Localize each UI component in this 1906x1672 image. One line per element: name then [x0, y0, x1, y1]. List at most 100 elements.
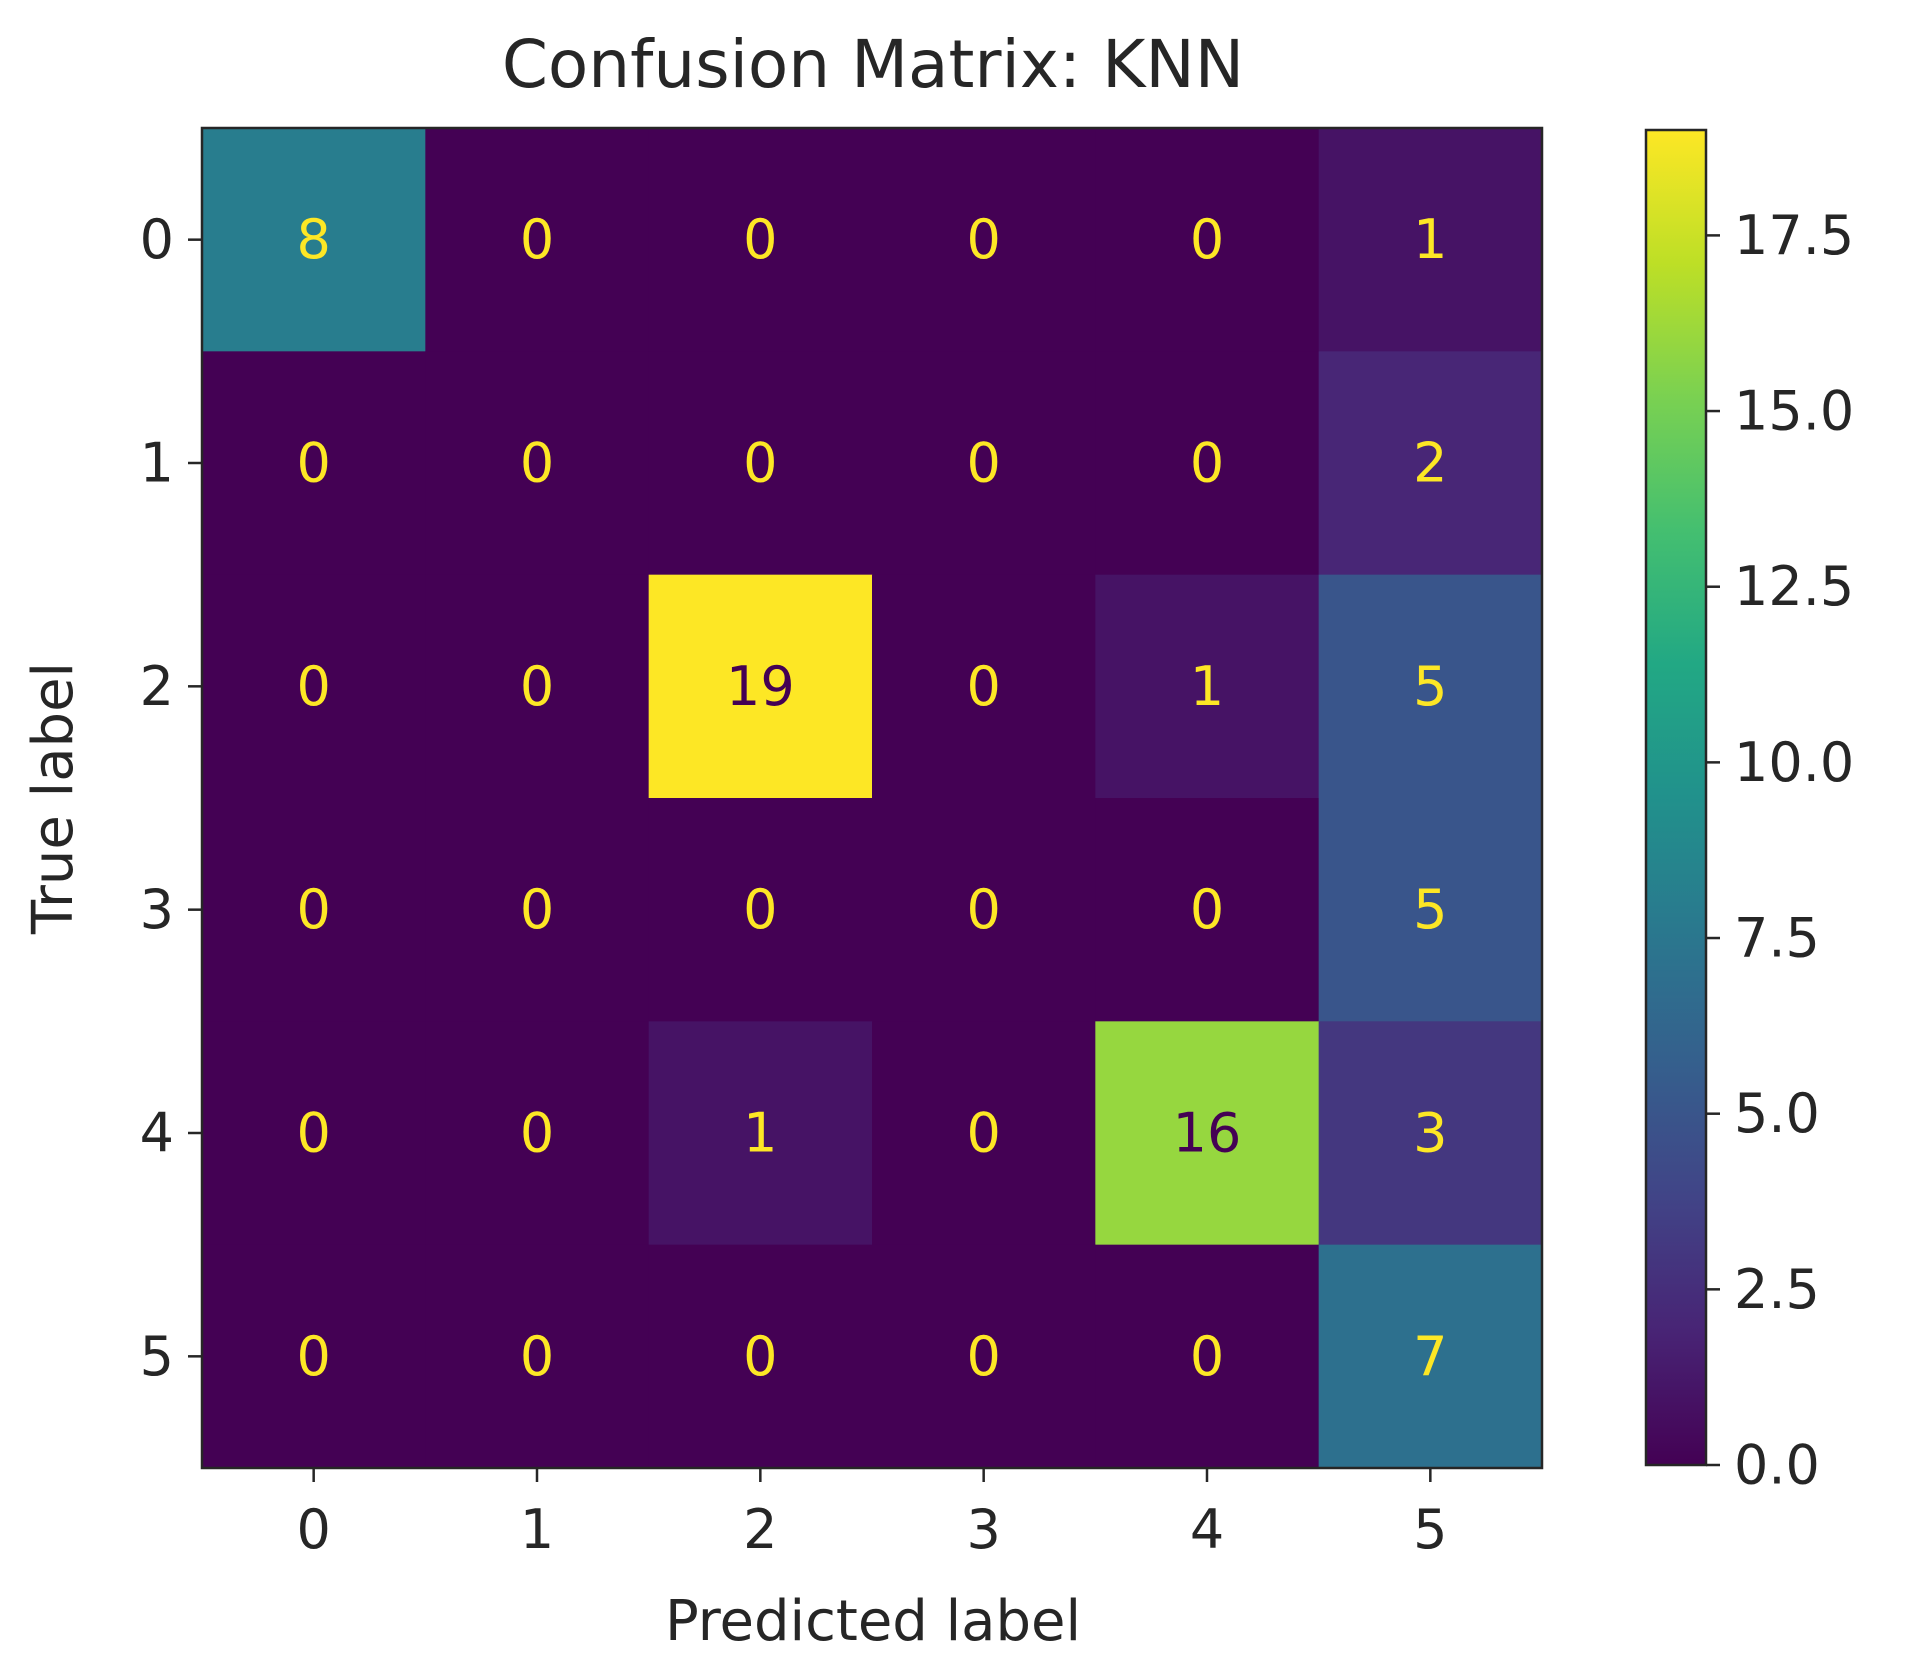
heatmap-cell	[425, 574, 650, 799]
cell-value-label: 3	[1413, 1102, 1447, 1165]
y-tick-label: 0	[140, 208, 174, 271]
cell-value-label: 0	[296, 655, 330, 718]
cell-value-label: 0	[1190, 432, 1224, 495]
cell-value-label: 19	[726, 655, 795, 718]
heatmap-cell	[648, 1021, 873, 1246]
cell-value-label: 0	[296, 1102, 330, 1165]
heatmap-cell	[872, 1244, 1096, 1469]
heatmap-cell	[202, 128, 426, 352]
heatmap-cell	[648, 798, 873, 1022]
cell-value-label: 0	[520, 878, 554, 941]
heatmap-cell	[648, 574, 873, 799]
cell-value-label: 16	[1173, 1102, 1242, 1165]
heatmap-cell	[202, 1244, 426, 1469]
cell-value-label: 0	[520, 655, 554, 718]
heatmap-cell	[425, 1244, 650, 1469]
y-tick-label: 5	[140, 1325, 174, 1388]
x-axis-ticks: 0 1 2 3 4 5	[296, 1468, 1448, 1561]
cell-value-label: 0	[743, 878, 777, 941]
heatmap-cell	[425, 351, 650, 576]
heatmap-cell	[425, 128, 650, 352]
y-axis-ticks: 0 1 2 3 4 5	[140, 208, 202, 1388]
cell-value-label: 0	[966, 655, 1000, 718]
heatmap-cell	[425, 1021, 650, 1246]
heatmap-cell	[1318, 351, 1543, 576]
heatmap-cell	[1095, 351, 1320, 576]
cell-value-label: 0	[743, 432, 777, 495]
colorbar-tick-label: 7.5	[1734, 907, 1820, 970]
heatmap-cell	[872, 798, 1096, 1022]
cell-value-label: 0	[1190, 208, 1224, 271]
colorbar-tick-label: 10.0	[1734, 731, 1854, 794]
colorbar-ticks: 0.0 2.5 5.0 7.5 10.0 12.5 15.0 17.5	[1706, 204, 1854, 1497]
y-axis-label: True label	[21, 662, 86, 935]
heatmap-cell	[1095, 798, 1320, 1022]
heatmap-cell	[648, 1244, 873, 1469]
heatmap-cell	[648, 128, 873, 352]
cell-value-label: 1	[1190, 655, 1224, 718]
heatmap-cell	[872, 574, 1096, 799]
cell-value-label: 0	[966, 1325, 1000, 1388]
heatmap-cell	[425, 798, 650, 1022]
cell-value-label: 5	[1413, 878, 1447, 941]
heatmap-cell	[648, 351, 873, 576]
heatmap-cell	[872, 351, 1096, 576]
heatmap-cell	[872, 128, 1096, 352]
cell-value-label: 0	[520, 208, 554, 271]
cell-value-label: 0	[296, 878, 330, 941]
heatmap-cell	[202, 351, 426, 576]
heatmap-cell	[1095, 1021, 1320, 1246]
cell-value-label: 8	[296, 208, 330, 271]
heatmap-cell	[202, 1021, 426, 1246]
chart-title: Confusion Matrix: KNN	[502, 26, 1244, 103]
x-tick-label: 3	[966, 1498, 1000, 1561]
heatmap-cell	[202, 574, 426, 799]
y-tick-label: 3	[140, 878, 174, 941]
heatmap-cell	[202, 798, 426, 1022]
heatmap-cell	[1318, 798, 1543, 1022]
heatmap-cells	[202, 128, 1543, 1469]
x-axis-label: Predicted label	[665, 1589, 1081, 1654]
cell-value-label: 0	[966, 432, 1000, 495]
cell-value-label: 0	[966, 208, 1000, 271]
heatmap-cell	[1318, 574, 1543, 799]
x-tick-label: 1	[520, 1498, 554, 1561]
cell-value-label: 0	[520, 1102, 554, 1165]
heatmap-cell	[1318, 128, 1543, 352]
colorbar-tick-label: 0.0	[1734, 1434, 1820, 1497]
cell-value-label: 0	[520, 432, 554, 495]
cell-value-label: 0	[296, 432, 330, 495]
cell-value-label: 0	[296, 1325, 330, 1388]
cell-value-label: 0	[743, 208, 777, 271]
colorbar-tick-label: 2.5	[1734, 1258, 1820, 1321]
cell-value-label: 0	[520, 1325, 554, 1388]
heatmap-cell	[1095, 1244, 1320, 1469]
cell-value-label: 7	[1413, 1325, 1447, 1388]
heatmap-cell	[872, 1021, 1096, 1246]
y-tick-label: 4	[140, 1102, 174, 1165]
cell-value-label: 0	[966, 878, 1000, 941]
x-tick-label: 0	[296, 1498, 330, 1561]
x-tick-label: 4	[1190, 1498, 1224, 1561]
cell-value-labels: 8 0 0 0 0 1 0 0 0 0 0 2 0 0 19 0 1 5 0 0 0 0 0 5 0 0 1 0 16 3 0 0 0 0 0 7	[296, 208, 1447, 1388]
colorbar-tick-label: 12.5	[1734, 555, 1854, 618]
cell-value-label: 5	[1413, 655, 1447, 718]
heatmap-cell	[1095, 574, 1320, 799]
heatmap-cell	[1095, 128, 1320, 352]
cell-value-label: 1	[743, 1102, 777, 1165]
cell-value-label: 1	[1413, 208, 1447, 271]
cell-value-label: 0	[966, 1102, 1000, 1165]
heatmap-frame	[200, 126, 1544, 1470]
x-tick-label: 5	[1413, 1498, 1447, 1561]
cell-value-label: 2	[1413, 432, 1447, 495]
colorbar	[1644, 128, 1708, 1467]
colorbar-tick-label: 15.0	[1734, 380, 1854, 443]
y-tick-label: 2	[140, 655, 174, 718]
cell-value-label: 0	[1190, 1325, 1224, 1388]
heatmap-cell	[1318, 1244, 1543, 1469]
cell-value-label: 0	[1190, 878, 1224, 941]
colorbar-tick-label: 5.0	[1734, 1082, 1820, 1145]
cell-value-label: 0	[743, 1325, 777, 1388]
colorbar-tick-label: 17.5	[1734, 204, 1854, 267]
